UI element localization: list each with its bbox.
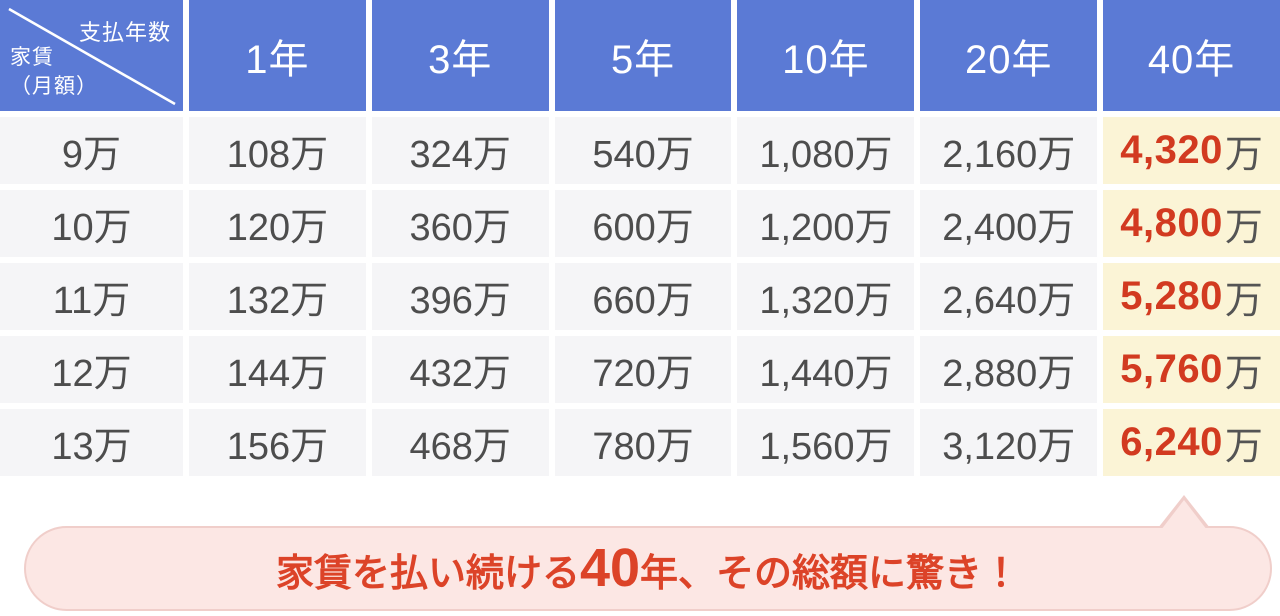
value-cell: 540万 [554, 117, 732, 184]
callout-text: 家賃を払い続ける40年、その総額に驚き！ [26, 528, 1270, 615]
total-amount: 5,280 [1120, 274, 1223, 318]
total-unit: 万 [1224, 280, 1263, 322]
total-unit: 万 [1224, 353, 1263, 395]
value-cell: 132万 [189, 263, 366, 330]
rent-cell: 13万 [0, 409, 183, 476]
callout-text-prefix: 家賃を払い続ける [275, 553, 580, 595]
value-cell: 324万 [371, 117, 549, 184]
value-cell: 360万 [371, 190, 549, 257]
col-header-1year: 1年 [189, 0, 366, 111]
callout-arrow-icon [1161, 500, 1207, 530]
callout-text-big-number: 40 [579, 538, 641, 598]
total-cell: 5,280 万 [1103, 263, 1280, 330]
value-cell: 2,880万 [920, 336, 1098, 403]
rent-cell: 12万 [0, 336, 183, 403]
value-cell: 144万 [189, 336, 366, 403]
col-header-10year: 10年 [737, 0, 915, 111]
value-cell: 2,640万 [920, 263, 1098, 330]
value-cell: 120万 [189, 190, 366, 257]
total-amount: 4,320 [1120, 128, 1223, 172]
value-cell: 396万 [371, 263, 549, 330]
col-header-5year: 5年 [554, 0, 732, 111]
total-unit: 万 [1224, 426, 1263, 468]
value-cell: 2,160万 [920, 117, 1098, 184]
callout-text-suffix: 年、その総額に驚き！ [640, 553, 1021, 595]
value-cell: 1,440万 [737, 336, 915, 403]
value-cell: 1,080万 [737, 117, 915, 184]
rent-cell: 10万 [0, 190, 183, 257]
value-cell: 468万 [371, 409, 549, 476]
total-amount: 6,240 [1120, 420, 1223, 464]
value-cell: 108万 [189, 117, 366, 184]
value-cell: 1,560万 [737, 409, 915, 476]
value-cell: 432万 [371, 336, 549, 403]
col-header-40year: 40年 [1103, 0, 1280, 111]
rent-cell: 9万 [0, 117, 183, 184]
total-amount: 4,800 [1120, 201, 1223, 245]
value-cell: 156万 [189, 409, 366, 476]
value-cell: 1,320万 [737, 263, 915, 330]
value-cell: 660万 [554, 263, 732, 330]
total-cell: 5,760 万 [1103, 336, 1280, 403]
total-cell: 6,240 万 [1103, 409, 1280, 476]
total-unit: 万 [1224, 207, 1263, 249]
value-cell: 3,120万 [920, 409, 1098, 476]
corner-bottom-label-line1: 家賃 [10, 46, 54, 70]
corner-bottom-label-line2: （月額） [10, 74, 98, 98]
corner-top-label: 支払年数 [78, 20, 171, 45]
col-header-20year: 20年 [920, 0, 1098, 111]
total-amount: 5,760 [1120, 347, 1223, 391]
value-cell: 2,400万 [920, 190, 1098, 257]
total-cell: 4,320 万 [1103, 117, 1280, 184]
callout-banner: 家賃を払い続ける40年、その総額に驚き！ [24, 495, 1272, 611]
value-cell: 1,200万 [737, 190, 915, 257]
corner-header-cell: 支払年数 家賃 （月額） [0, 0, 183, 111]
total-cell: 4,800 万 [1103, 190, 1280, 257]
diagonal-divider-line [8, 7, 176, 106]
col-header-3year: 3年 [371, 0, 549, 111]
value-cell: 600万 [554, 190, 732, 257]
value-cell: 780万 [554, 409, 732, 476]
rent-cell: 11万 [0, 263, 183, 330]
corner-bottom-label: 家賃 （月額） [10, 44, 98, 101]
value-cell: 720万 [554, 336, 732, 403]
rent-payment-table: 支払年数 家賃 （月額） 1年 3年 5年 10年 20年 40年 9万 108… [0, 0, 1280, 476]
total-unit: 万 [1224, 134, 1263, 176]
